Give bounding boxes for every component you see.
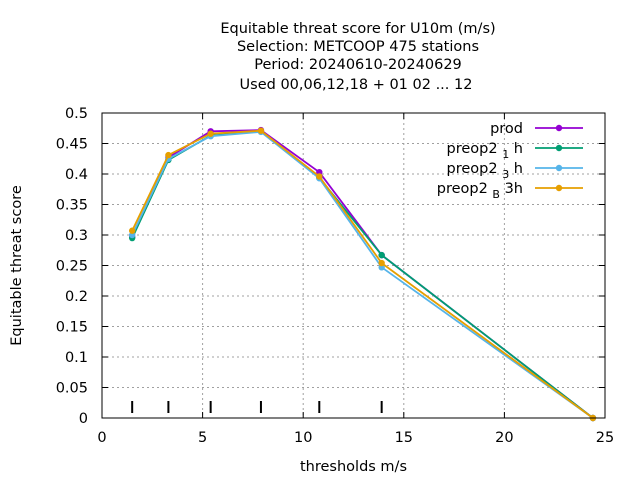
- label-layer: 0 5 10 15 20 25 0 0.05 0.1 0.15 0.2 0.25 0.3 0.35 0.4 0…: [9, 21, 614, 475]
- x-tick-label: 15: [395, 430, 413, 446]
- legend-label-2: preop2 3 h: [447, 161, 524, 181]
- data-point-series-3: [378, 259, 385, 267]
- chart-title-line: Used 00,06,12,18 + 01 02 ... 12: [240, 77, 473, 93]
- y-tick-label: 0.1: [65, 350, 88, 366]
- grid-layer: [102, 113, 605, 418]
- data-point-series-3: [257, 127, 265, 134]
- y-tick-label: 0.4: [65, 167, 88, 183]
- x-tick-label: 25: [596, 430, 614, 446]
- x-tick-label: 0: [97, 430, 106, 446]
- data-point-series-3: [165, 151, 172, 159]
- y-tick-label: 0.3: [65, 228, 88, 244]
- legend-marker-3: [555, 184, 563, 192]
- x-tick-label: 10: [294, 430, 312, 446]
- data-point-series-3: [128, 227, 136, 234]
- chart-title-line: Selection: METCOOP 475 stations: [237, 39, 479, 55]
- chart-title-line: Equitable threat score for U10m (m/s): [220, 21, 495, 37]
- legend-marker-2: [555, 164, 563, 172]
- threshold-markers: [131, 401, 383, 413]
- plot-border: [101, 112, 606, 419]
- legend-label-0: prod: [490, 121, 523, 137]
- series-layer: [128, 126, 597, 422]
- y-tick-label: 0.25: [56, 259, 88, 275]
- legend-marker-0: [555, 124, 563, 132]
- y-tick-label: 0.05: [56, 381, 88, 397]
- y-tick-label: 0: [79, 411, 88, 427]
- series-line-0: [131, 129, 594, 419]
- x-axis-label: thresholds m/s: [300, 459, 407, 475]
- data-point-series-1: [378, 251, 385, 259]
- data-point-series-3: [316, 173, 323, 180]
- legend-marker-1: [555, 144, 563, 152]
- x-tick-label: 20: [495, 430, 513, 446]
- y-tick-label: 0.5: [65, 106, 88, 122]
- chart-title-line: Period: 20240610-20240629: [254, 57, 462, 73]
- data-point-series-3: [207, 130, 214, 137]
- legend-label-3: preop2 B 3h: [437, 181, 523, 201]
- y-axis-label: Equitable threat score: [9, 185, 25, 346]
- y-tick-label: 0.35: [56, 198, 88, 214]
- legend-label-1: preop2 1 h: [447, 141, 524, 161]
- y-tick-label: 0.2: [65, 289, 88, 305]
- y-tick-label: 0.45: [56, 137, 88, 153]
- x-tick-label: 5: [198, 430, 207, 446]
- y-tick-label: 0.15: [56, 320, 88, 336]
- series-line-2: [131, 130, 594, 419]
